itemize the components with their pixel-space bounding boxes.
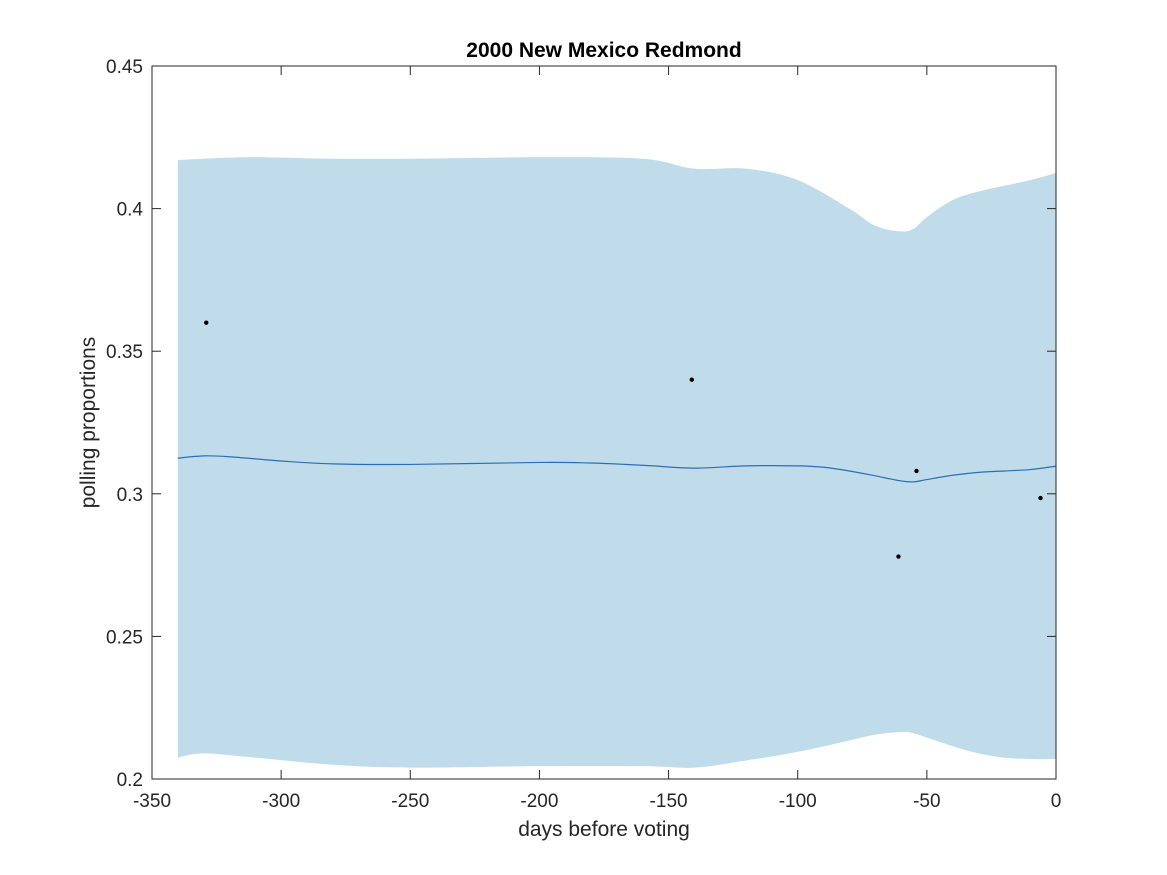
poll-point	[896, 554, 901, 559]
poll-point	[914, 468, 919, 474]
y-axis-label: polling proportions	[77, 337, 100, 509]
x-tick-label: 0	[1051, 791, 1062, 812]
x-tick-label: -100	[779, 791, 817, 812]
poll-points	[204, 320, 1043, 559]
y-tick-label: 0.45	[106, 57, 143, 78]
x-tick-label: -200	[520, 791, 558, 812]
x-tick-labels: -350 -300 -250 -200 -150 -100 -50 0	[133, 791, 1061, 812]
chart-title: 2000 New Mexico Redmond	[466, 39, 741, 62]
poll-point	[1038, 495, 1043, 501]
poll-point	[689, 377, 695, 382]
x-tick-label: -300	[262, 791, 300, 812]
y-tick-label: 0.35	[106, 342, 143, 363]
x-tick-label: -50	[913, 791, 940, 812]
x-tick-label: -250	[391, 791, 429, 812]
y-tick-label: 0.3	[117, 485, 143, 506]
plot-frame	[151, 65, 1057, 780]
poll-point	[204, 320, 209, 325]
y-tick-labels: 0.2 0.25 0.3 0.35 0.4 0.45	[106, 57, 143, 791]
y-tick-label: 0.25	[106, 627, 143, 648]
x-tick-label: -350	[133, 791, 171, 812]
y-tick-label: 0.2	[117, 770, 143, 791]
y-tick-label: 0.4	[117, 200, 144, 221]
trend-line	[177, 455, 1057, 483]
confidence-band	[177, 157, 1057, 768]
x-tick-label: -150	[650, 791, 688, 812]
x-axis-label: days before voting	[518, 818, 690, 841]
